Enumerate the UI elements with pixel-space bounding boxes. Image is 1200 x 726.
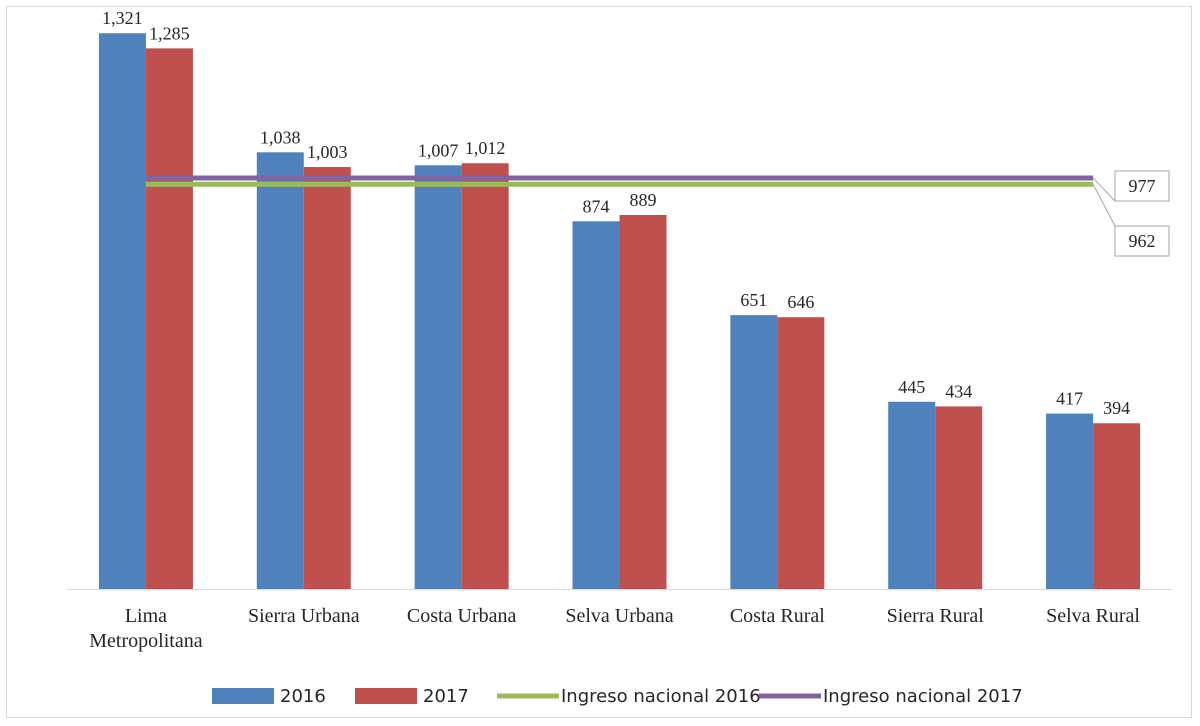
data-label-2017-4: 646 (787, 292, 814, 312)
callout-leader-1 (1092, 184, 1116, 227)
callout-leader-0 (1092, 177, 1116, 202)
bar-2017-1 (303, 167, 351, 590)
data-label-2016-5: 445 (898, 377, 925, 397)
category-label-6: Selva Rural (1046, 605, 1140, 627)
data-label-2017-5: 434 (945, 381, 972, 401)
bar-2016-1 (256, 152, 304, 589)
bar-2017-0 (145, 48, 193, 589)
category-label-2: Costa Urbana (407, 605, 517, 627)
data-label-2016-6: 417 (1056, 389, 1083, 409)
bar-2017-2 (461, 163, 509, 590)
data-label-2016-4: 651 (740, 290, 767, 310)
data-label-2016-1: 1,038 (260, 127, 301, 147)
bar-2016-2 (414, 165, 462, 590)
category-label-0-line-0: Lima (125, 605, 167, 627)
legend-label-0: 2016 (280, 686, 326, 707)
callout-label-0: 977 (1129, 176, 1156, 196)
data-label-2016-3: 874 (583, 196, 610, 216)
data-label-2017-1: 1,003 (307, 142, 348, 162)
callout-label-1: 962 (1129, 231, 1156, 251)
bar-2017-6 (1093, 423, 1141, 589)
data-label-2016-0: 1,321 (102, 8, 143, 28)
category-label-5: Sierra Rural (887, 605, 985, 627)
bar-2016-4 (730, 315, 778, 589)
legend-label-3: Ingreso nacional 2017 (823, 686, 1023, 707)
category-label-3: Selva Urbana (565, 605, 673, 627)
legend-swatch-0 (212, 688, 274, 704)
bar-2016-3 (572, 221, 620, 589)
bar-2016-6 (1046, 413, 1094, 589)
bar-2016-0 (98, 33, 146, 589)
bar-2017-4 (777, 317, 825, 589)
callout-box-1 (1114, 225, 1170, 257)
data-label-2017-3: 889 (630, 190, 657, 210)
bar-2016-5 (888, 401, 936, 589)
legend-label-1: 2017 (423, 686, 469, 707)
data-label-2016-2: 1,007 (418, 140, 459, 160)
category-label-1: Sierra Urbana (248, 605, 360, 627)
category-label-4: Costa Rural (730, 605, 825, 627)
legend-swatch-1 (355, 688, 417, 704)
data-label-2017-2: 1,012 (465, 138, 506, 158)
data-label-2017-0: 1,285 (149, 23, 190, 43)
callout-box-0 (1114, 170, 1170, 202)
bar-2017-5 (935, 406, 983, 589)
bar-2017-3 (619, 214, 667, 590)
data-label-2017-6: 394 (1103, 398, 1130, 418)
category-label-0-line-1: Metropolitana (89, 630, 202, 652)
legend-label-2: Ingreso nacional 2016 (561, 686, 761, 707)
